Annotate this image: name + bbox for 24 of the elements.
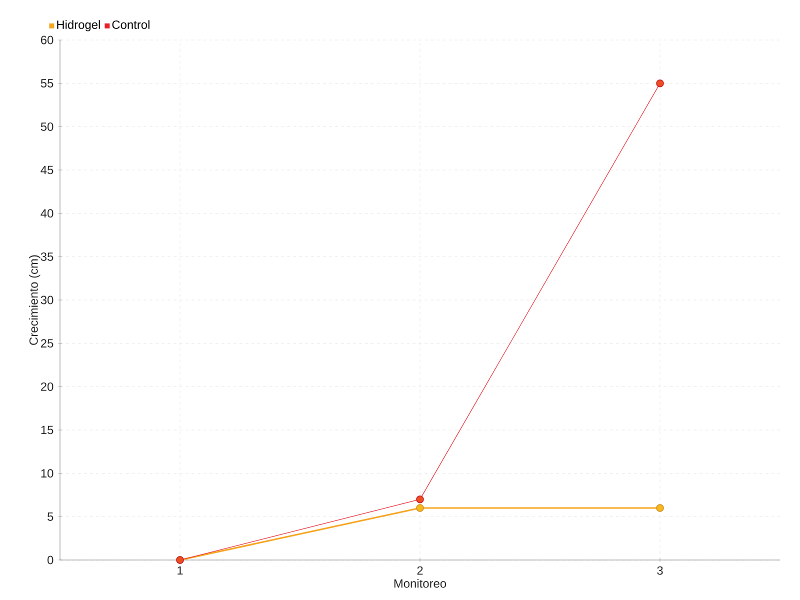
legend-label: Hidrogel xyxy=(57,20,100,32)
x-tick-label: 3 xyxy=(657,566,663,575)
y-tick-label: 55 xyxy=(40,79,54,88)
y-tick-label: 30 xyxy=(40,296,54,304)
x-tick-label: 2 xyxy=(417,566,423,575)
point xyxy=(416,495,424,504)
y-axis-title: Crecimiento (cm) xyxy=(29,255,40,345)
y-tick-label: 60 xyxy=(41,36,54,44)
point xyxy=(656,79,664,88)
y-tick-label: 45 xyxy=(40,166,54,174)
y-tick-label: 40 xyxy=(40,209,54,218)
y-tick-label: 50 xyxy=(40,122,54,131)
y-tick-label: 5 xyxy=(48,512,54,521)
point xyxy=(656,504,664,512)
y-tick-label: 35 xyxy=(40,252,54,261)
y-tick-label: 25 xyxy=(40,339,54,348)
y-tick-label: 0 xyxy=(48,556,54,564)
y-tick-label: 15 xyxy=(41,426,54,434)
y-tick-label: 10 xyxy=(41,469,54,478)
legend-label: Control xyxy=(112,20,150,29)
x-axis-title: Monitoreo xyxy=(394,578,446,588)
y-tick-label: 20 xyxy=(40,382,54,391)
x-tick-label: 1 xyxy=(178,566,183,575)
point xyxy=(416,504,424,512)
